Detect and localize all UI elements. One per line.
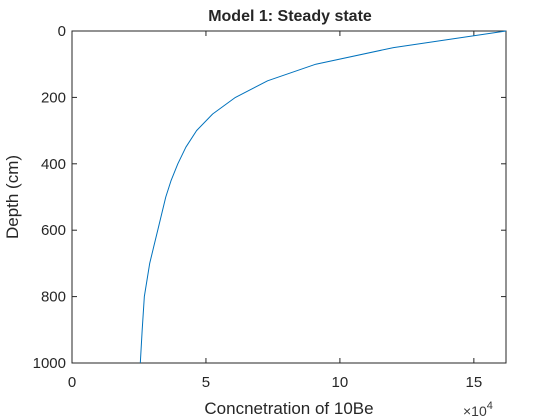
x-axis-exponent: ×104	[463, 400, 493, 419]
x-axis-ticks: 0 5 10 15	[68, 31, 482, 391]
chart-title: Model 1: Steady state	[208, 8, 372, 25]
x-tick-label: 5	[202, 374, 210, 391]
y-axis-label: Depth (cm)	[3, 155, 22, 239]
x-axis-exponent-power: 4	[487, 400, 493, 412]
y-tick-label: 400	[41, 156, 66, 173]
x-axis-exponent-base: ×10	[463, 403, 487, 419]
y-axis-ticks: 0 200 400 600 800 1000	[33, 23, 506, 372]
y-tick-label: 200	[41, 89, 66, 106]
plot-area	[71, 30, 507, 364]
x-tick-label: 10	[332, 374, 349, 391]
series-line	[139, 30, 507, 364]
series-layer	[139, 30, 507, 364]
y-tick-label: 800	[41, 289, 66, 306]
x-tick-label: 0	[68, 374, 76, 391]
y-tick-label: 0	[58, 23, 66, 40]
y-tick-label: 600	[41, 222, 66, 239]
x-axis-label: Concnetration of 10Be	[204, 399, 373, 418]
x-tick-label: 15	[466, 374, 483, 391]
y-tick-label: 1000	[33, 355, 66, 372]
